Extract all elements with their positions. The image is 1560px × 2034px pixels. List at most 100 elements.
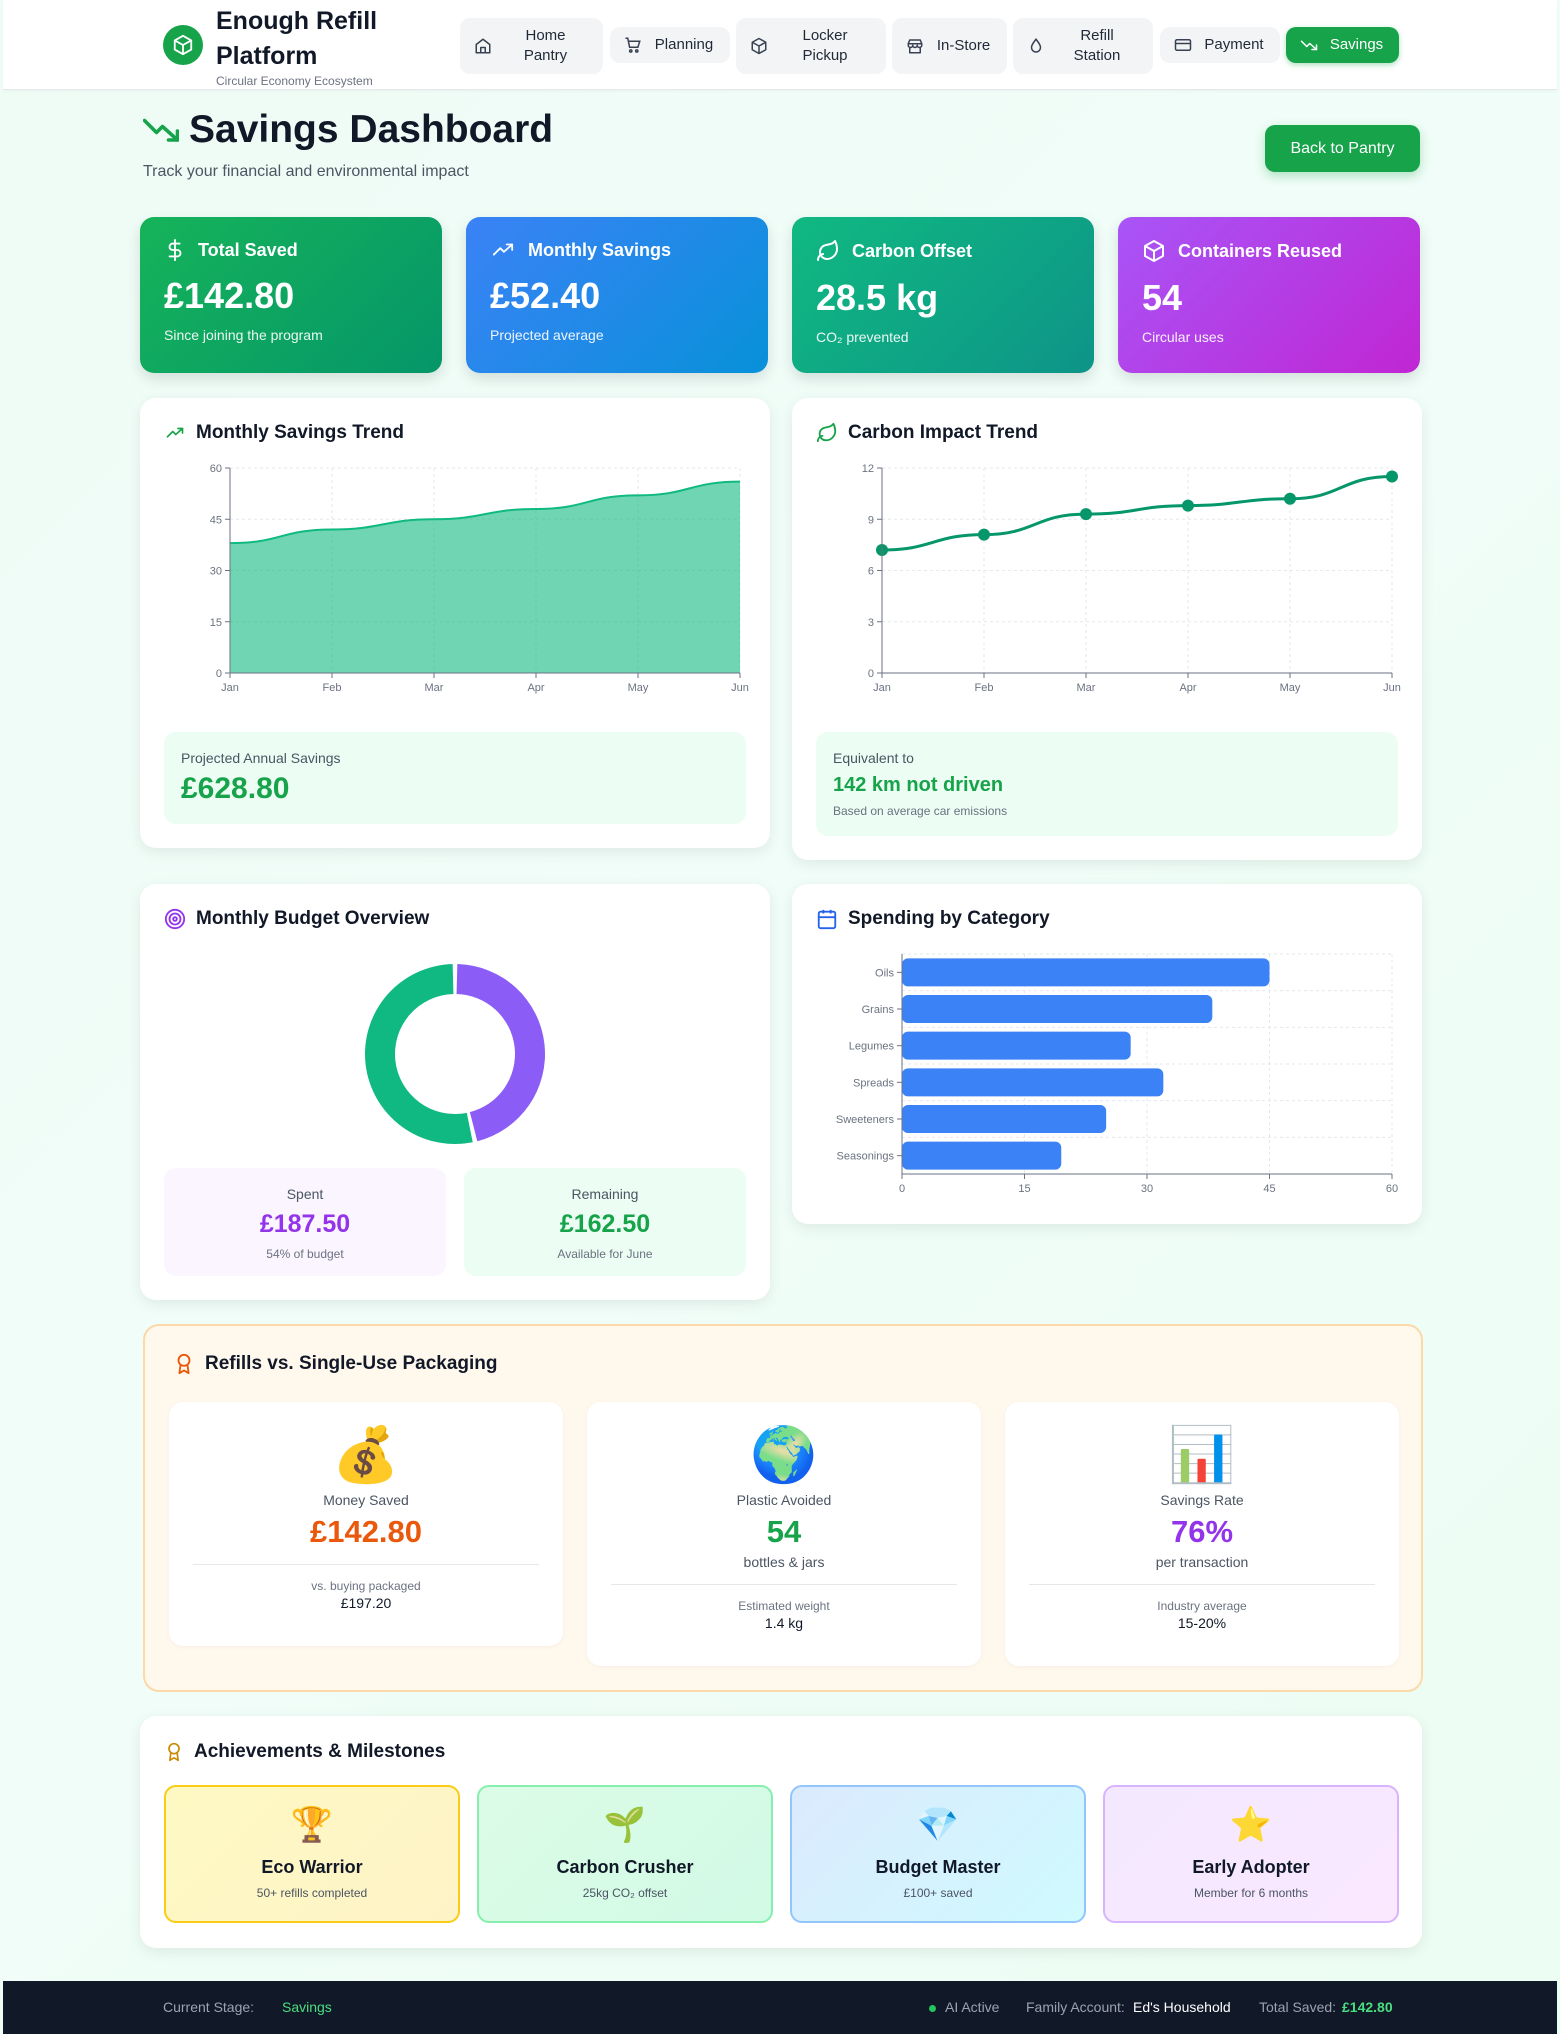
top-navigation-bar: Enough Refill Platform Circular Economy … — [3, 0, 1557, 90]
nav-planning[interactable]: Planning — [610, 27, 730, 63]
nav-label: Home Pantry — [523, 27, 568, 64]
calendar-icon — [817, 909, 837, 930]
refill-card-title: Plastic Avoided — [736, 1492, 832, 1508]
bar — [902, 1031, 1131, 1060]
globe-icon: 🌍 — [750, 1425, 818, 1485]
leaf-icon — [816, 422, 837, 443]
projected-annual-panel: Projected Annual Savings £628.80 — [164, 732, 746, 824]
trophy-icon: 🏆 — [290, 1806, 334, 1844]
gem-icon: 💎 — [916, 1806, 960, 1844]
category-label: Oils — [875, 967, 894, 979]
refill-card-foot-label: Estimated weight — [738, 1599, 830, 1613]
stage-label: Current Stage: — [163, 1999, 255, 2015]
nav-home-pantry[interactable]: Home Pantry — [460, 18, 603, 74]
spent-note: 54% of budget — [266, 1247, 344, 1261]
achievement-sub: £100+ saved — [903, 1886, 973, 1900]
refill-card-value: 54 — [766, 1514, 802, 1549]
data-point — [1284, 492, 1296, 505]
x-tick-label: Jun — [731, 682, 749, 694]
carbon-trend-title: Carbon Impact Trend — [848, 422, 1039, 443]
stat-title: Monthly Savings — [528, 239, 672, 260]
equivalent-panel: Equivalent to 142 km not driven Based on… — [816, 732, 1398, 836]
data-point — [1080, 508, 1092, 521]
stat-card-total-saved: Total Saved £142.80 Since joining the pr… — [140, 217, 442, 373]
refill-card-title: Money Saved — [323, 1492, 409, 1508]
refill-card-title: Savings Rate — [1160, 1492, 1244, 1508]
card-title: Monthly Budget Overview — [164, 908, 429, 930]
brand-subtitle: Circular Economy Ecosystem — [216, 74, 373, 88]
refills-comparison-section: Refills vs. Single-Use Packaging 💰 Money… — [143, 1324, 1423, 1692]
page-title: Savings Dashboard — [189, 108, 554, 151]
donut-slice-remaining — [456, 964, 546, 1142]
dollar-icon — [168, 239, 182, 261]
stat-note: Since joining the program — [164, 327, 323, 343]
divider — [611, 1584, 957, 1585]
achievement-budget-master: 💎 Budget Master £100+ saved — [790, 1785, 1086, 1923]
y-tick-label: 12 — [862, 463, 874, 475]
app-frame: Enough Refill Platform Circular Economy … — [3, 0, 1557, 2034]
home-icon — [475, 38, 491, 54]
nav-in-store[interactable]: In-Store — [892, 18, 1007, 74]
refill-card-value: 76% — [1170, 1514, 1234, 1549]
budget-overview-card: Monthly Budget Overview Spent £187.50 54… — [140, 884, 770, 1300]
star-icon: ⭐ — [1229, 1806, 1273, 1844]
budget-donut-chart — [365, 964, 546, 1144]
remaining-label: Remaining — [571, 1186, 639, 1202]
x-tick-label: 45 — [1263, 1183, 1275, 1195]
divider — [193, 1564, 539, 1565]
money-saved-card: 💰 Money Saved £142.80 vs. buying package… — [169, 1402, 563, 1646]
back-to-pantry-button[interactable]: Back to Pantry — [1265, 125, 1420, 172]
y-tick-label: 15 — [210, 617, 222, 629]
spent-box: Spent £187.50 54% of budget — [164, 1168, 446, 1276]
total-value: £142.80 — [1342, 1999, 1393, 2015]
droplet-icon — [1030, 38, 1042, 53]
y-tick-label: 45 — [210, 514, 222, 526]
nav-savings[interactable]: Savings — [1286, 27, 1399, 63]
data-point — [1182, 499, 1194, 512]
bar — [902, 1068, 1164, 1097]
stat-title: Containers Reused — [1178, 240, 1343, 261]
bar-chart-icon: 📊 — [1168, 1425, 1236, 1485]
stat-note: Circular uses — [1142, 329, 1224, 345]
bar — [902, 1105, 1107, 1133]
savings-rate-card: 📊 Savings Rate 76% per transaction Indus… — [1005, 1402, 1399, 1666]
stat-title: Total Saved — [198, 239, 298, 260]
equivalent-note: Based on average car emissions — [833, 804, 1008, 818]
area-line — [229, 480, 741, 545]
y-tick-label: 0 — [216, 668, 222, 680]
nav-locker-pickup[interactable]: Locker Pickup — [736, 18, 886, 74]
nav-payment[interactable]: Payment — [1160, 27, 1280, 63]
nav-refill-station[interactable]: Refill Station — [1013, 18, 1153, 74]
achievement-sub: Member for 6 months — [1193, 1886, 1309, 1900]
achievement-title: Carbon Crusher — [556, 1857, 694, 1877]
card-title: Carbon Impact Trend — [816, 422, 1038, 444]
category-label: Grains — [862, 1004, 895, 1016]
x-tick-label: Jun — [1383, 682, 1401, 694]
x-tick-label: May — [628, 682, 649, 694]
award-icon — [177, 1353, 191, 1375]
refill-card-unit: per transaction — [1155, 1554, 1249, 1570]
nav-label: In-Store — [936, 37, 991, 54]
equivalent-value: 142 km not driven — [833, 774, 1004, 796]
nav-label: Planning — [654, 36, 714, 53]
trending-down-icon — [143, 118, 179, 142]
x-tick-label: Mar — [1077, 682, 1096, 694]
refill-card-foot-value: 15-20% — [1177, 1615, 1227, 1631]
achievement-eco-warrior: 🏆 Eco Warrior 50+ refills completed — [164, 1785, 460, 1923]
achievement-sub: 25kg CO₂ offset — [582, 1886, 668, 1900]
stat-value: £52.40 — [490, 275, 601, 316]
nav-label: Refill Station — [1073, 27, 1121, 64]
projected-value: £628.80 — [181, 772, 290, 805]
stat-value: 28.5 kg — [816, 277, 939, 318]
status-footer: Current Stage: Savings AI Active Family … — [3, 1981, 1557, 2034]
family-label: Family Account: — [1026, 1999, 1125, 2015]
stat-card-carbon-offset: Carbon Offset 28.5 kg CO₂ prevented — [792, 217, 1094, 373]
category-label: Spreads — [853, 1077, 894, 1089]
card-icon — [1174, 39, 1192, 51]
donut-slice-spent — [365, 964, 473, 1144]
page-subtitle: Track your financial and environmental i… — [143, 163, 469, 180]
award-icon — [168, 1742, 180, 1762]
ai-status: AI Active — [945, 1999, 1000, 2015]
money-bag-icon: 💰 — [332, 1425, 400, 1485]
carbon-line-chart: 0 3 6 9 12 Jan Feb Mar Apr May Jun — [862, 463, 1401, 694]
